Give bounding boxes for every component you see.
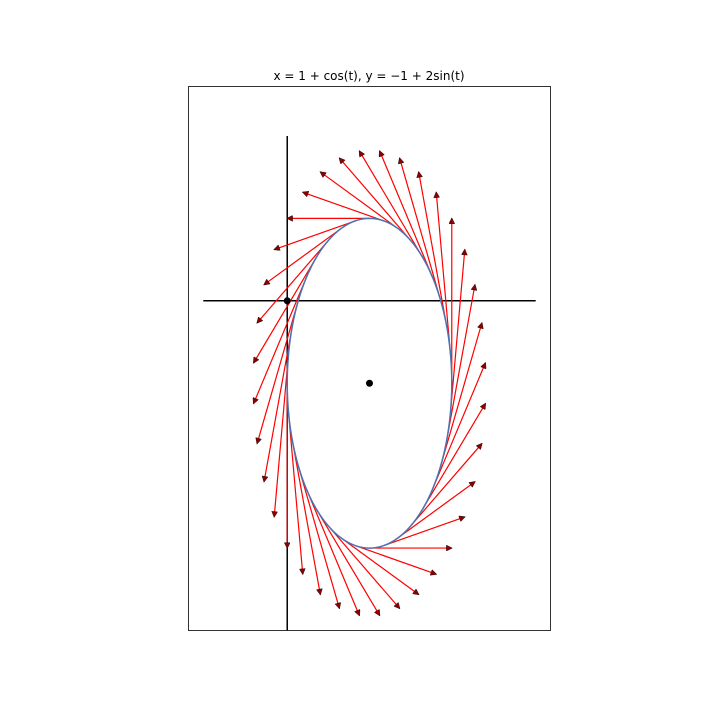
point-0	[283, 297, 291, 305]
tangent-vector-34	[446, 285, 475, 440]
tangent-vector-31	[421, 404, 486, 510]
tangent-vector-26	[355, 545, 436, 575]
tangent-vector-4	[380, 151, 434, 278]
tangent-vector-32	[431, 363, 486, 490]
tangent-vector-3	[400, 158, 442, 301]
tangent-vector-23	[316, 509, 381, 616]
tangent-vector-33	[440, 323, 482, 466]
tangent-vector-28	[383, 517, 465, 547]
tangent-vector-24	[327, 525, 399, 608]
tangent-vector-25	[341, 537, 418, 594]
tangent-vector-15	[257, 300, 299, 444]
tangent-vector-16	[264, 326, 293, 482]
tangent-vector-29	[397, 482, 475, 539]
point-1	[366, 379, 373, 387]
chart-title: x = 1 + cos(t), y = −1 + 2sin(t)	[273, 69, 464, 83]
tangent-vector-30	[410, 444, 482, 527]
tangent-vector-2	[419, 172, 448, 327]
ellipse-curve	[286, 217, 453, 549]
tangent-vector-8	[303, 192, 384, 222]
tangent-vector-13	[253, 256, 318, 363]
tangent-vector-7	[320, 172, 398, 229]
tangent-vector-17	[274, 354, 290, 517]
plot-area	[203, 135, 536, 631]
tangent-vector-35	[449, 250, 465, 412]
tangent-vector-19	[287, 411, 302, 574]
tangent-vector-1	[436, 192, 452, 355]
tangent-vector-20	[291, 439, 320, 595]
tangent-vector-5	[358, 151, 423, 258]
tangent-vector-21	[297, 465, 339, 609]
tangent-vector-22	[305, 488, 359, 615]
tangent-vector-14	[254, 277, 308, 403]
tangent-vector-12	[257, 240, 329, 322]
axes-frame	[188, 86, 551, 631]
tangent-vector-11	[264, 227, 342, 284]
tangent-vector-6	[339, 158, 412, 241]
tangent-vector-10	[274, 220, 356, 250]
